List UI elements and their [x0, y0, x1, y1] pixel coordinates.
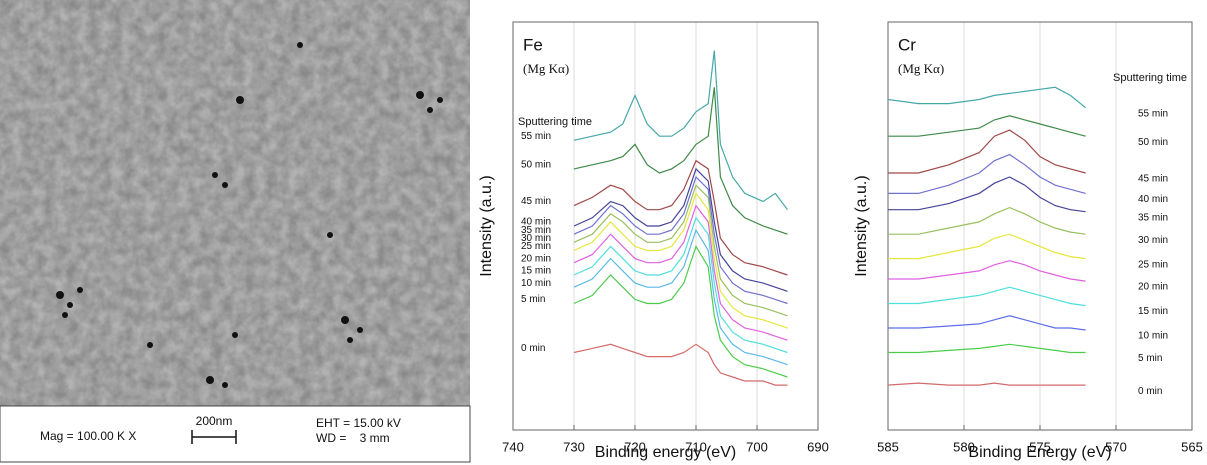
legend-label: 40 min [521, 217, 551, 228]
series-line [887, 382, 1086, 386]
legend-label: 30 min [1138, 235, 1168, 246]
legend-label: 15 min [1138, 306, 1168, 317]
chart-title: Cr [898, 35, 916, 54]
x-tick-label: 575 [1029, 439, 1051, 454]
sem-pores [56, 42, 443, 388]
legend-label: 35 min [1138, 212, 1168, 223]
legend-label: 50 min [521, 160, 551, 171]
series-line [888, 343, 1086, 354]
series-line [573, 192, 788, 329]
plot-frame [512, 21, 819, 431]
legend-label: 45 min [1138, 174, 1168, 185]
magnification: Mag = 100.00 K X [40, 429, 136, 443]
series-line [573, 216, 788, 354]
chart-subtitle: (Mg Kα) [523, 61, 569, 76]
legend-label: 55 min [1138, 108, 1168, 119]
legend-label: 25 min [521, 241, 551, 252]
series-line [573, 167, 788, 292]
series-line [888, 129, 1086, 174]
series-line [888, 176, 1086, 213]
x-tick-label: 730 [563, 439, 585, 454]
legend-label: 5 min [521, 294, 545, 305]
legend-label: 45 min [521, 196, 551, 207]
series-line [888, 115, 1086, 137]
x-tick-label: 585 [877, 439, 899, 454]
x-axis-title: Binding Energy (eV) [968, 444, 1111, 461]
legend-label: 30 min [521, 233, 551, 244]
legend-label: 35 min [521, 225, 551, 236]
series-line [888, 286, 1086, 307]
x-tick-label: 570 [1105, 439, 1127, 454]
legend-label: 20 min [1138, 282, 1168, 293]
x-tick-label: 690 [807, 439, 829, 454]
x-tick-label: 700 [746, 439, 768, 454]
series-line [573, 50, 788, 211]
series-line [573, 184, 788, 317]
series-line [573, 228, 788, 366]
scale-label: 200nm [196, 414, 233, 428]
legend-label: 10 min [1138, 331, 1168, 342]
series-line [888, 315, 1086, 331]
series-line [888, 260, 1086, 282]
legend-label: 50 min [1138, 137, 1168, 148]
x-tick-label: 565 [1181, 439, 1203, 454]
eht: EHT = 15.00 kV [316, 416, 401, 430]
sem-image [0, 0, 470, 406]
legend-label: 0 min [521, 343, 545, 354]
series-line [573, 343, 788, 386]
series-line [887, 86, 1086, 109]
legend-label: 15 min [521, 266, 551, 277]
legend-label: 25 min [1138, 259, 1168, 270]
x-axis-title: Binding energy (eV) [595, 444, 736, 461]
chart-subtitle: (Mg Kα) [898, 61, 944, 76]
series-line [888, 206, 1086, 235]
series-line [573, 87, 788, 235]
x-tick-label: 740 [502, 439, 524, 454]
series-line [573, 204, 788, 341]
annotation: Sputtering time [1113, 72, 1187, 84]
legend-label: 5 min [1138, 353, 1162, 364]
y-axis-title: Intensity (a.u.) [478, 175, 495, 276]
chart-title: Fe [523, 35, 543, 54]
legend-label: 20 min [521, 253, 551, 264]
x-tick-label: 720 [624, 439, 646, 454]
legend-label: 40 min [1138, 194, 1168, 205]
series-line [573, 244, 788, 378]
annotation: Sputtering time [518, 116, 592, 128]
x-tick-label: 710 [685, 439, 707, 454]
legend-label: 10 min [521, 278, 551, 289]
sem-texture [0, 0, 470, 406]
y-axis-title: Intensity (a.u.) [853, 175, 870, 276]
series-line [888, 153, 1086, 194]
scale-bar [191, 430, 237, 444]
sem-info-bar: Mag = 100.00 K X 200nm EHT = 15.00 kV WD… [0, 405, 471, 463]
series-line [888, 233, 1086, 260]
x-tick-label: 580 [953, 439, 975, 454]
info-box [0, 405, 471, 463]
series-line [573, 159, 788, 276]
series-line [573, 175, 788, 305]
wd: WD = 3 mm [316, 431, 390, 445]
legend-label: 55 min [521, 131, 551, 142]
legend-label: 0 min [1138, 386, 1162, 397]
